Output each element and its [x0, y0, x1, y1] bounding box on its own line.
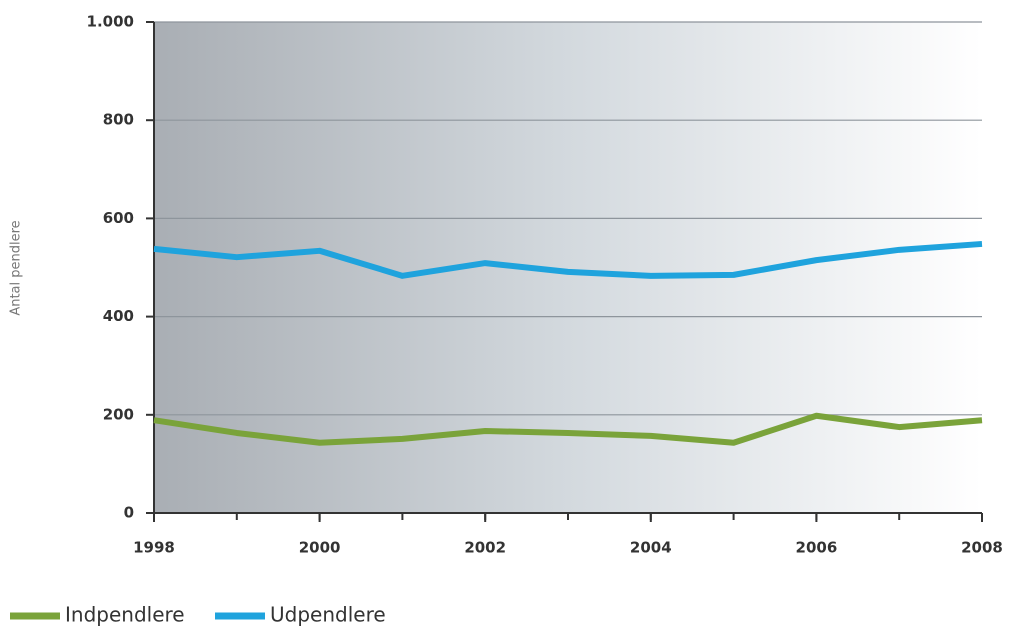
x-tick-label: 1998: [133, 539, 175, 557]
x-tick-label: 2000: [299, 539, 341, 557]
x-tick-label: 2004: [630, 539, 672, 557]
y-tick-label: 600: [103, 209, 134, 227]
legend-label: Indpendlere: [65, 603, 185, 627]
y-tick-label: 400: [103, 307, 134, 325]
series-line: [153, 240, 983, 279]
y-tick-label: 800: [103, 111, 134, 129]
y-axis-label: Antal pendlere: [9, 220, 24, 315]
legend-label: Udpendlere: [270, 603, 386, 627]
x-tick-label: 2008: [961, 539, 1003, 557]
y-tick-label: 200: [103, 405, 134, 423]
y-tick-label: 0: [124, 504, 134, 522]
series-line: [153, 412, 983, 446]
x-tick-label: 2002: [464, 539, 506, 557]
x-tick-label: 2006: [796, 539, 838, 557]
y-tick-label: 1.000: [87, 13, 134, 31]
